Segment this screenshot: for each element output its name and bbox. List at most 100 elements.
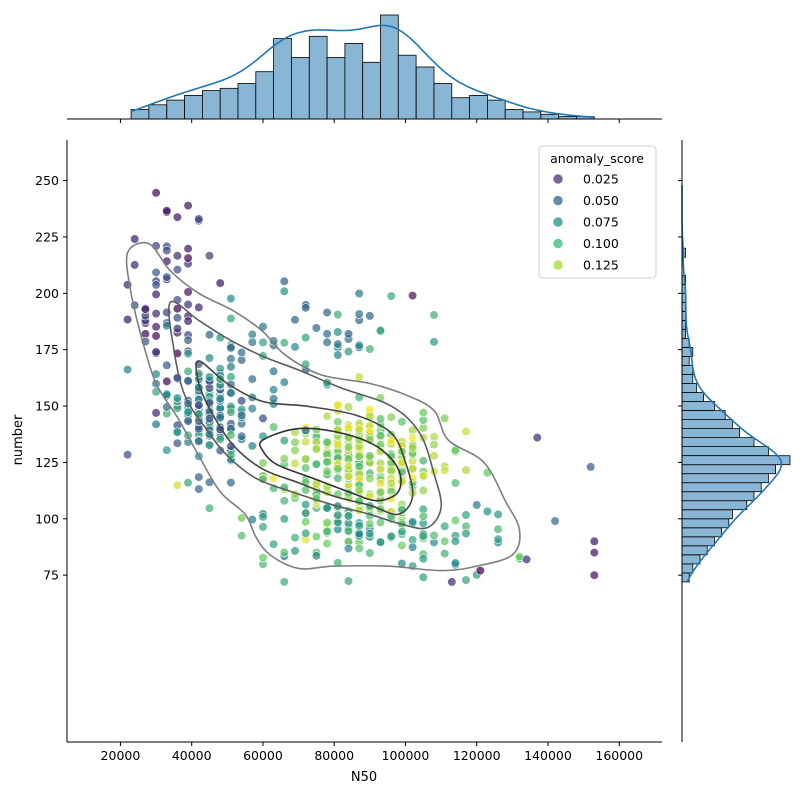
scatter-point — [440, 465, 450, 475]
scatter-point — [450, 478, 461, 488]
scatter-point — [226, 294, 236, 304]
scatter-point — [418, 554, 428, 564]
scatter-point — [343, 461, 354, 471]
scatter-point — [333, 400, 343, 410]
scatter-point — [194, 436, 204, 446]
scatter-point — [269, 385, 279, 395]
legend-label: 0.025 — [583, 172, 619, 187]
scatter-point — [194, 484, 204, 494]
scatter-point — [322, 466, 332, 476]
x-histogram-bar — [451, 97, 470, 120]
y-tick-label: 175 — [35, 342, 59, 357]
x-histogram-bar — [255, 71, 275, 120]
scatter-point — [279, 454, 289, 464]
scatter-point — [311, 444, 322, 454]
scatter-point — [343, 576, 354, 586]
x-tick-label: 160000 — [595, 748, 643, 763]
x-histogram-bar — [308, 35, 328, 120]
scatter-point — [365, 519, 375, 529]
scatter-point — [151, 188, 161, 198]
scatter-point — [461, 575, 471, 585]
x-histogram-bar — [326, 57, 346, 120]
scatter-point — [258, 512, 268, 522]
scatter-point — [290, 533, 300, 543]
scatter-point — [204, 413, 215, 424]
scatter-point — [151, 289, 161, 300]
scatter-point — [354, 309, 364, 319]
scatter-point — [140, 304, 150, 314]
scatter-point — [151, 309, 161, 319]
scatter-point — [386, 451, 396, 461]
scatter-point — [172, 438, 182, 448]
legend-label: 0.100 — [583, 236, 619, 251]
scatter-point — [322, 337, 332, 347]
x-tick-label: 100000 — [382, 748, 430, 763]
scatter-points — [122, 188, 599, 587]
x-histogram-bar — [380, 14, 399, 120]
scatter-point — [162, 445, 172, 455]
legend-marker — [552, 238, 564, 249]
scatter-point — [183, 366, 193, 377]
x-tick-label: 80000 — [314, 748, 354, 763]
y-histogram-bar — [681, 392, 705, 402]
scatter-point — [408, 517, 418, 527]
scatter-point — [172, 212, 182, 222]
scatter-point — [418, 423, 428, 433]
y-histogram-bar — [681, 328, 686, 339]
x-histogram-bar — [184, 95, 203, 120]
scatter-point — [418, 408, 428, 418]
x-tick-label: 60000 — [243, 748, 283, 763]
legend-label: 0.125 — [583, 258, 619, 273]
scatter-point — [343, 347, 354, 357]
scatter-point — [343, 442, 354, 452]
x-histogram-bar — [166, 99, 186, 120]
scatter-point — [183, 416, 193, 426]
scatter-point — [290, 458, 300, 469]
scatter-point — [429, 337, 439, 347]
scatter-point — [162, 272, 172, 282]
scatter-point — [343, 329, 354, 339]
scatter-point — [194, 214, 204, 224]
scatter-point — [440, 413, 450, 424]
scatter-point — [215, 446, 225, 456]
scatter-point — [333, 440, 343, 450]
scatter-point — [532, 433, 542, 443]
scatter-point — [194, 302, 204, 313]
x-histogram-bar — [273, 38, 292, 120]
scatter-point — [386, 412, 396, 422]
y-histogram-bar — [681, 473, 769, 484]
scatter-point — [151, 408, 161, 418]
scatter-point — [418, 485, 428, 496]
scatter-point — [386, 465, 396, 475]
y-histogram-bar — [681, 365, 694, 375]
scatter-point — [183, 349, 193, 359]
scatter-point — [269, 336, 279, 346]
scatter-point — [269, 394, 279, 404]
scatter-point — [151, 267, 161, 278]
scatter-point — [301, 333, 311, 343]
scatter-point — [589, 536, 599, 546]
scatter-point — [322, 457, 332, 467]
scatter-point — [322, 411, 332, 421]
kde-contour-line — [125, 241, 521, 572]
scatter-point — [215, 434, 225, 444]
scatter-point — [333, 464, 343, 474]
x-tick-label: 20000 — [101, 748, 141, 763]
scatter-point — [183, 244, 193, 254]
x-histogram-bar — [415, 66, 435, 120]
legend-marker — [552, 173, 564, 185]
scatter-point — [386, 478, 396, 488]
scatter-point — [162, 321, 172, 331]
scatter-point — [418, 572, 428, 582]
scatter-point — [122, 314, 133, 325]
y-histogram-bar — [681, 410, 726, 421]
scatter-point — [279, 577, 289, 587]
scatter-point — [418, 471, 428, 481]
scatter-point — [397, 477, 407, 487]
scatter-point — [333, 310, 343, 320]
scatter-point — [375, 487, 386, 497]
scatter-point — [204, 372, 215, 382]
scatter-point — [311, 551, 322, 561]
y-histogram-bar — [681, 437, 755, 448]
scatter-point — [172, 324, 182, 334]
